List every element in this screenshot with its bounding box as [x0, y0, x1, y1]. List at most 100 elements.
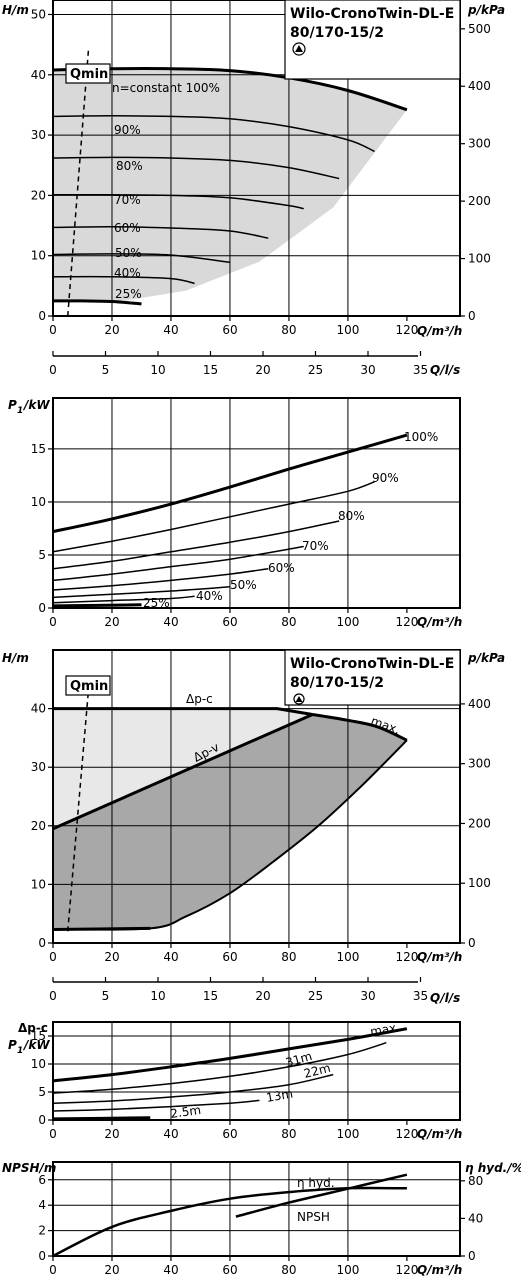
- chart-c-y2-tick-label: 200: [468, 816, 491, 830]
- chart-e-x-tick-label: 100: [336, 1263, 359, 1277]
- chart-c-y-tick-label: 10: [31, 877, 46, 891]
- chart-a-x-tick-label: 100: [336, 323, 359, 337]
- chart-b-series-label: 100%: [404, 430, 438, 444]
- chart-a-y-tick-label: 10: [31, 249, 46, 263]
- chart-e-ylabel: NPSH/m: [2, 1161, 56, 1175]
- chart-b-curve-100-: [52, 433, 408, 534]
- chart-c-ylabel: H/m: [2, 651, 29, 665]
- chart-b-series-label: 50%: [230, 578, 257, 592]
- chart-d-curve-2-5m: [52, 1116, 151, 1121]
- chart-a-x-tick-label: 20: [104, 323, 119, 337]
- chart-d-ylabel-sub: 1: [17, 1046, 23, 1056]
- chart-d-curve-max-: [52, 1027, 408, 1083]
- chart-b-x-tick-label: 20: [104, 615, 119, 629]
- flow-ls-axis-1-label: Q/l/s: [430, 363, 460, 377]
- chart-a-y-tick-label: 50: [31, 7, 46, 21]
- chart-b-y-tick-label: 5: [38, 548, 46, 562]
- chart-e-frame: [52, 1161, 461, 1257]
- chart-a-curve-40-: [53, 275, 195, 285]
- chart-a-y2label: p/kPa: [467, 3, 505, 17]
- chart-e-y-tick-label: 6: [38, 1173, 46, 1187]
- chart-e-y-tick-label: 2: [38, 1224, 46, 1238]
- chart-e-y-tick-label: 0: [38, 1249, 46, 1263]
- chart-a-series-label: 60%: [114, 221, 141, 235]
- chart-c-x-tick-label: 40: [163, 950, 178, 964]
- chart-e-x-tick-label: 60: [222, 1263, 237, 1277]
- chart-a-y-tick-label: 40: [31, 68, 46, 82]
- chart-d-y-tick-label: 15: [31, 1029, 46, 1043]
- chart-c-x-tick-label: 0: [49, 950, 57, 964]
- chart-d-curve-31m: [52, 1041, 387, 1094]
- chart-b-ylabel-sub: 1: [17, 406, 23, 416]
- chart-b-x-tick-label: 0: [49, 615, 57, 629]
- flow-ls-axis-1-tick-label: 15: [203, 363, 218, 377]
- product-name-top: Wilo-CronoTwin-DL-E: [290, 6, 454, 22]
- chart-d-ylabel-unit: /kW: [22, 1038, 50, 1052]
- chart-a-series-label: 80%: [116, 159, 143, 173]
- chart-a-y2-tick-label: 100: [468, 252, 491, 266]
- chart-c-dpv-curve: [52, 713, 314, 831]
- chart-a-curve-25-: [53, 299, 142, 306]
- flow-ls-axis-2-tick-label: 15: [203, 989, 218, 1003]
- chart-a-series-label: 40%: [114, 266, 141, 280]
- chart-d-series-label: 13m: [265, 1086, 294, 1104]
- chart-c-x-tick-label: 20: [104, 950, 119, 964]
- chart-a-series-label: 25%: [115, 287, 142, 301]
- chart-b-series-label: 90%: [372, 471, 399, 485]
- chart-b-series-label: 25%: [143, 596, 170, 610]
- chart-d-series-label: max.: [369, 1020, 401, 1039]
- chart-b-curve-60-: [52, 568, 269, 591]
- chart-a-series-label: n=constant 100%: [112, 81, 220, 95]
- product-name-bottom: Wilo-CronoTwin-DL-E: [290, 656, 454, 672]
- chart-d-y-tick-label: 5: [38, 1085, 46, 1099]
- chart-e-y2label: η hyd./%: [465, 1161, 521, 1175]
- product-model-top: 80/170-15/2: [290, 25, 384, 41]
- chart-d-curve-22m: [52, 1073, 334, 1104]
- chart-a-y2-tick-label: 0: [468, 309, 476, 323]
- chart-b-curve-90-: [52, 481, 375, 553]
- chart-c-min-curve: [52, 926, 151, 932]
- chart-a-ylabel: H/m: [2, 3, 29, 17]
- chart-a-curve-70-: [53, 194, 304, 210]
- chart-d-x-tick-label: 120: [395, 1127, 418, 1141]
- chart-c-qmin-line: [66, 690, 90, 932]
- chart-b-x-tick-label: 40: [163, 615, 178, 629]
- chart-a-y2-tick-label: 400: [468, 79, 491, 93]
- chart-b-x-tick-label: 80: [281, 615, 296, 629]
- chart-a-curve-80-: [53, 156, 340, 180]
- flow-ls-axis-1-tick-label: 0: [49, 363, 57, 377]
- chart-b-frame: [52, 397, 461, 609]
- chart-b-ylabel-unit: /kW: [22, 398, 50, 412]
- chart-a-y-tick-label: 20: [31, 188, 46, 202]
- chart-c-y-tick-label: 30: [31, 760, 46, 774]
- chart-c-y-tick-label: 40: [31, 702, 46, 716]
- chart-a-x-tick-label: 60: [222, 323, 237, 337]
- chart-e-curve-npsh: [235, 1173, 408, 1218]
- chart-a-x-tick-label: 120: [395, 323, 418, 337]
- chart-c-x-tick-label: 120: [395, 950, 418, 964]
- chart-b-y-tick-label: 15: [31, 442, 46, 456]
- chart-e-y-tick-label: 4: [38, 1198, 46, 1212]
- chart-e-x-tick-label: 0: [49, 1263, 57, 1277]
- chart-c-x-tick-label: 100: [336, 950, 359, 964]
- chart-c-frame: [52, 649, 461, 944]
- chart-e-npsh-label: NPSH: [297, 1210, 330, 1224]
- chart-d-x-tick-label: 20: [104, 1127, 119, 1141]
- flow-ls-axis-1-tick-label: 10: [150, 363, 165, 377]
- chart-d-x-tick-label: 100: [336, 1127, 359, 1141]
- qmin-label-bottom: Qmin: [70, 679, 108, 694]
- chart-e-x-tick-label: 20: [104, 1263, 119, 1277]
- chart-b-curve-80-: [52, 520, 340, 570]
- chart-c-xlabel: Q/m³/h: [417, 950, 462, 964]
- chart-a-series-label: 90%: [114, 123, 141, 137]
- chart-a-series-label: 50%: [115, 246, 142, 260]
- flow-ls-axis-1-tick-label: 25: [308, 363, 323, 377]
- flow-ls-axis-2-label: Q/l/s: [430, 991, 460, 1005]
- chart-e-x-tick-label: 40: [163, 1263, 178, 1277]
- chart-b-x-tick-label: 60: [222, 615, 237, 629]
- flow-ls-axis-2-tick-label: 30: [360, 989, 375, 1003]
- chart-a-curve-50-: [53, 253, 231, 264]
- chart-a-y-tick-label: 0: [38, 309, 46, 323]
- product-model-bottom: 80/170-15/2: [290, 675, 384, 691]
